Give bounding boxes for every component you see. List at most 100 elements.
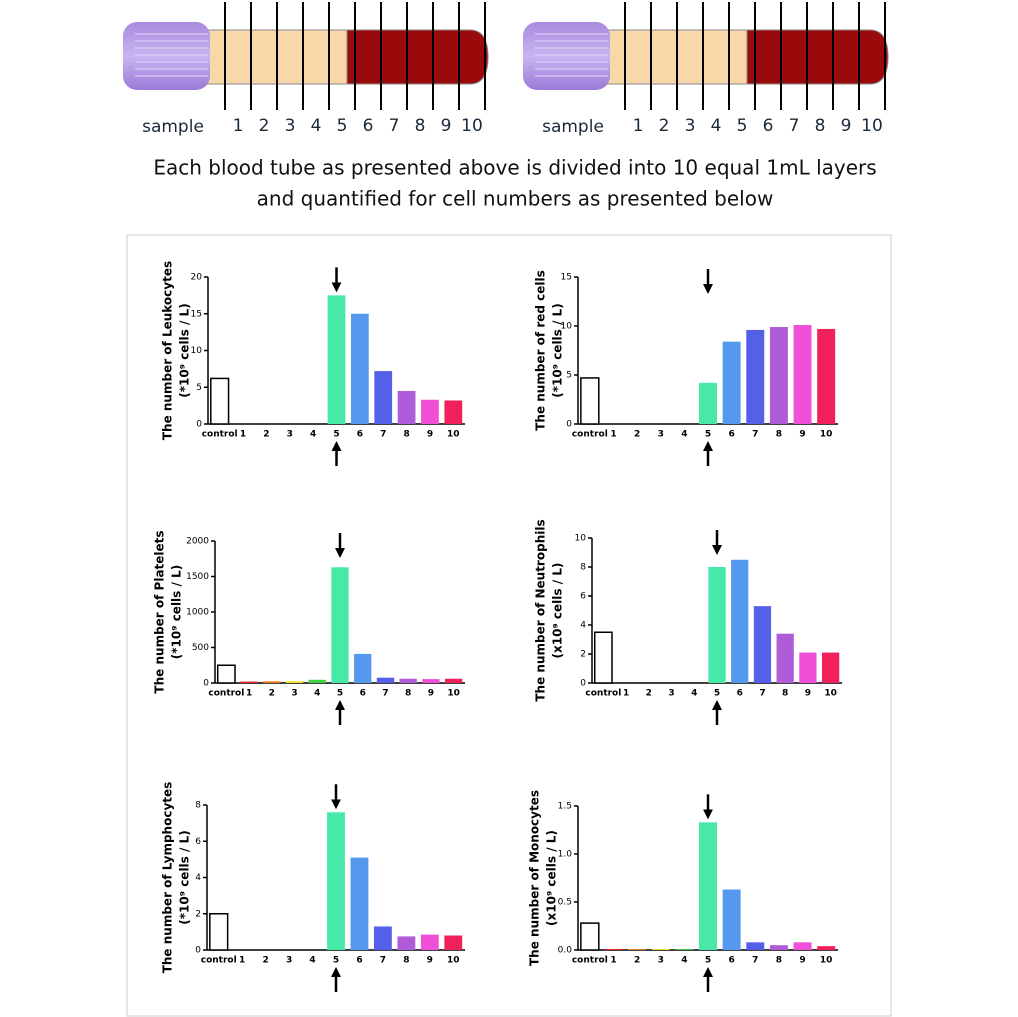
- bar: [628, 949, 647, 950]
- x-tick-label: 7: [752, 430, 758, 440]
- x-tick-label: 4: [310, 430, 316, 440]
- x-tick-label: 5: [337, 689, 343, 699]
- x-tick-label: control: [201, 956, 237, 966]
- y-tick-label: 5: [566, 371, 572, 381]
- x-tick-label: 7: [759, 689, 765, 699]
- bar: [675, 949, 694, 950]
- tube-label: sample: [542, 117, 604, 137]
- x-tick-label: 2: [263, 430, 269, 440]
- bar: [285, 681, 304, 683]
- bar: [799, 652, 817, 683]
- bar: [327, 812, 345, 950]
- y-axis-label: The number of Neutrophils: [534, 519, 548, 701]
- x-tick-label: 1: [610, 430, 616, 440]
- x-tick-label: 9: [427, 956, 433, 966]
- bar: [817, 946, 836, 950]
- bar: [793, 325, 812, 424]
- bar: [354, 653, 372, 683]
- x-tick-label: 10: [447, 689, 460, 699]
- y-tick-label: 8: [195, 801, 201, 811]
- caption: Each blood tube as presented above is di…: [153, 156, 876, 180]
- y-tick-label: 10: [561, 322, 573, 332]
- y-tick-label: 10: [191, 346, 203, 356]
- x-tick-label: 10: [447, 430, 460, 440]
- blood-tube: sample 1 2 3 4 5 6 7 8 9 10: [523, 2, 889, 137]
- y-axis-label: The number of Monocytes: [528, 790, 542, 966]
- x-tick-label: 6: [729, 956, 735, 966]
- y-axis-label: (x10⁹ cells / L): [545, 830, 559, 926]
- y-axis-label: (*10⁹ cells / L): [178, 830, 192, 924]
- bar: [746, 329, 765, 424]
- x-tick-label: 8: [782, 689, 788, 699]
- x-tick-label: 3: [291, 689, 297, 699]
- x-tick-label: 7: [380, 956, 386, 966]
- bar: [699, 382, 717, 424]
- x-tick-label: 8: [776, 430, 782, 440]
- x-tick-label: 5: [333, 956, 339, 966]
- y-axis-label: The number of Platelets: [153, 530, 167, 693]
- layer-label: 1: [633, 116, 644, 136]
- y-tick-label: 15: [191, 309, 202, 319]
- x-tick-label: 5: [705, 430, 711, 440]
- caption: and quantified for cell numbers as prese…: [257, 187, 774, 211]
- bar: [699, 822, 717, 950]
- x-tick-label: 2: [269, 689, 275, 699]
- y-tick-label: 0: [196, 420, 202, 430]
- bar: [769, 945, 788, 950]
- y-tick-label: 0: [580, 679, 586, 689]
- tube-cap: [123, 22, 210, 90]
- bar: [350, 313, 369, 424]
- layer-label: 6: [763, 116, 774, 136]
- bar: [580, 377, 600, 425]
- x-tick-label: 6: [737, 689, 743, 699]
- y-axis-label: (x10⁹ cells / L): [551, 563, 565, 659]
- bar: [240, 681, 258, 683]
- x-tick-label: 4: [691, 689, 697, 699]
- bar: [420, 934, 439, 950]
- bar: [817, 328, 836, 424]
- bar: [604, 949, 623, 950]
- x-tick-label: 9: [427, 430, 433, 440]
- bar: [445, 678, 463, 683]
- y-tick-label: 1.0: [558, 850, 573, 860]
- layer-label: 5: [737, 116, 748, 136]
- bar: [793, 942, 812, 950]
- layer-label: 10: [861, 116, 883, 136]
- bar: [376, 677, 395, 683]
- x-tick-label: 10: [820, 956, 833, 966]
- y-tick-label: 0.5: [558, 898, 572, 908]
- bar: [593, 631, 613, 684]
- bar: [209, 913, 229, 951]
- layer-label: 1: [233, 116, 244, 136]
- x-tick-label: 9: [805, 689, 811, 699]
- x-tick-label: control: [202, 430, 238, 440]
- bar: [708, 567, 726, 683]
- bar: [746, 942, 765, 950]
- bar: [210, 377, 230, 425]
- layer-label: 4: [711, 116, 722, 136]
- y-tick-label: 500: [192, 643, 209, 653]
- bar: [399, 678, 417, 683]
- bar: [444, 400, 463, 424]
- x-tick-label: 6: [729, 430, 735, 440]
- blood-tube: sample 1 2 3 4 5 6 7 8 9 10: [123, 2, 489, 137]
- y-tick-label: 0: [195, 946, 201, 956]
- layer-label: 9: [841, 116, 852, 136]
- x-tick-label: 4: [681, 430, 687, 440]
- x-tick-label: 9: [799, 430, 805, 440]
- bar: [444, 935, 463, 950]
- y-axis-label: (*10⁹ cells / L): [551, 303, 565, 397]
- bar: [216, 664, 236, 684]
- x-tick-label: 2: [646, 689, 652, 699]
- y-tick-label: 2: [580, 650, 586, 660]
- y-tick-label: 6: [195, 837, 201, 847]
- y-tick-label: 4: [195, 873, 201, 883]
- layer-label: 8: [415, 116, 426, 136]
- y-tick-label: 0: [203, 679, 209, 689]
- x-tick-label: 8: [403, 430, 409, 440]
- x-tick-label: 6: [360, 689, 366, 699]
- bar: [397, 390, 416, 424]
- tube-body-cells: [346, 29, 489, 85]
- y-axis-label: (*10⁹ cells / L): [178, 303, 192, 397]
